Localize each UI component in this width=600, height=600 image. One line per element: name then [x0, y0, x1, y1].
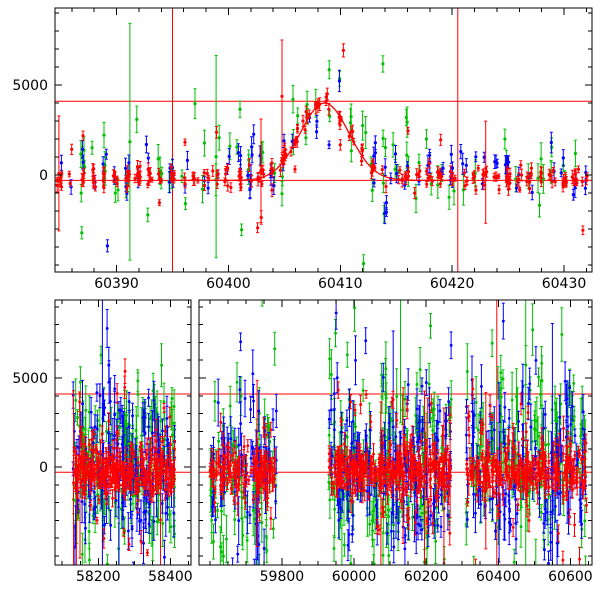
series-green-points — [208, 306, 588, 565]
top-panel-plot-area — [55, 8, 592, 272]
bottom-panel-plot-area — [199, 300, 592, 565]
y-tick-label: 5000 — [12, 78, 48, 94]
bottom-panel-axes — [198, 299, 593, 566]
y-tick-label: 0 — [39, 460, 48, 476]
x-tick-label: 60420 — [430, 276, 475, 292]
x-tick-label: 60400 — [476, 569, 521, 585]
x-tick-label: 60390 — [94, 276, 139, 292]
x-tick-label: 60200 — [404, 569, 449, 585]
y-tick-label: 0 — [39, 168, 48, 184]
x-tick-label: 60000 — [332, 569, 377, 585]
x-tick-label: 60400 — [206, 276, 251, 292]
bottom-panel-plot-area — [55, 300, 191, 565]
series-green-errorbars — [79, 22, 577, 272]
x-tick-label: 58400 — [148, 569, 193, 585]
x-tick-label: 59800 — [260, 569, 305, 585]
series-red-points — [208, 387, 588, 562]
series-blue-points — [59, 79, 588, 248]
bottom-panel-axes — [54, 299, 192, 566]
top-panel-axes — [54, 7, 593, 273]
x-tick-label: 60410 — [318, 276, 363, 292]
x-tick-label: 60600 — [548, 569, 593, 585]
series-blue-points — [71, 327, 176, 559]
series-red-points — [72, 369, 176, 555]
series-red-errorbars — [55, 39, 589, 236]
x-tick-label: 60430 — [542, 276, 587, 292]
x-tick-label: 58200 — [76, 569, 121, 585]
series-red-points — [55, 48, 589, 232]
y-tick-label: 5000 — [12, 371, 48, 387]
top-panel: 60390 60400 60410 60420 60430 0 5000 — [12, 7, 593, 292]
bottom-panel: 58200 58400 0 5000 59800 60000 60200 60400 60600 — [12, 299, 593, 585]
model-curve — [172, 102, 458, 182]
